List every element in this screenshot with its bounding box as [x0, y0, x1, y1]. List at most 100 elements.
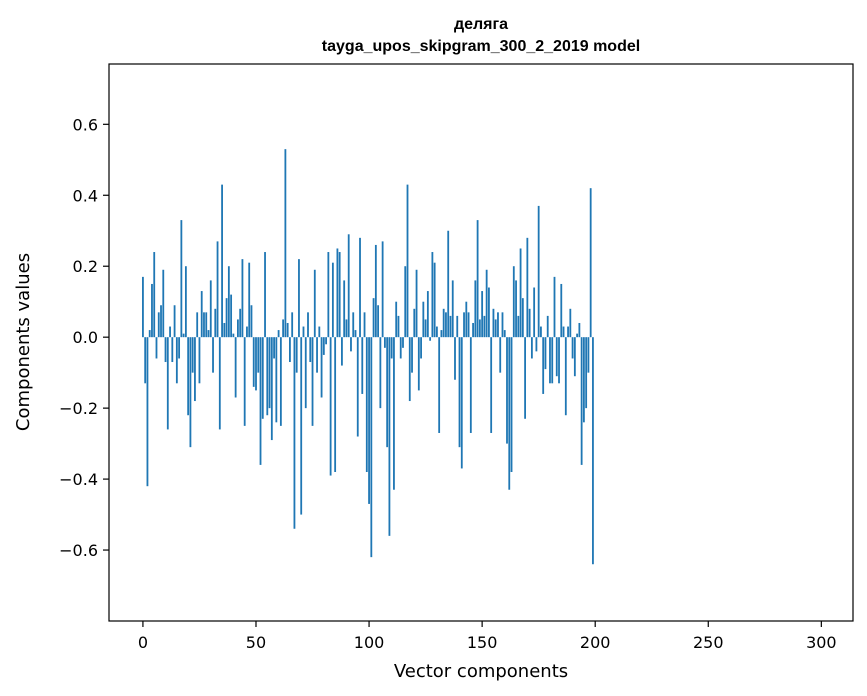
bar: [325, 337, 327, 345]
bar: [266, 337, 269, 416]
bar: [261, 337, 264, 419]
bar: [533, 287, 536, 338]
bar: [275, 337, 278, 423]
bar: [433, 262, 436, 338]
bar: [388, 337, 391, 536]
bar: [510, 337, 513, 472]
bar: [298, 259, 300, 338]
bar: [589, 188, 592, 338]
bar: [268, 337, 271, 409]
bar: [546, 315, 549, 338]
bar: [336, 248, 339, 338]
bar: [585, 337, 588, 409]
bar: [476, 220, 479, 338]
y-tick-label: −0.2: [59, 399, 98, 418]
bar: [571, 337, 574, 359]
chart-subtitle: tayga_upos_skipgram_300_2_2019 model: [322, 38, 640, 55]
bar: [304, 337, 307, 409]
bar: [481, 291, 484, 338]
bar: [313, 269, 316, 338]
bar: [327, 252, 330, 338]
bar: [390, 337, 393, 359]
bar: [404, 266, 407, 338]
bar: [279, 337, 282, 426]
y-tick-label: −0.4: [59, 470, 98, 489]
bar: [440, 330, 443, 338]
bar: [341, 337, 343, 366]
bar: [142, 276, 144, 338]
bar: [223, 322, 226, 338]
x-tick-label: 100: [354, 633, 385, 652]
bar: [284, 149, 287, 338]
bar: [467, 312, 470, 338]
bar: [537, 205, 540, 338]
bar: [329, 337, 332, 476]
bar: [243, 337, 246, 426]
bar: [451, 280, 454, 338]
bar: [257, 337, 260, 373]
bar: [178, 337, 181, 359]
bar: [535, 337, 538, 352]
bar: [350, 337, 352, 352]
bar: [587, 337, 590, 373]
bar: [555, 337, 558, 377]
bar: [302, 326, 305, 338]
bar: [331, 262, 334, 338]
bar: [447, 230, 450, 338]
bar: [460, 337, 463, 469]
bar: [148, 330, 151, 338]
bar: [187, 337, 190, 416]
bar: [356, 337, 359, 437]
y-tick-label: 0.0: [73, 328, 98, 347]
bar: [526, 237, 529, 338]
bar: [291, 312, 294, 338]
bar: [320, 337, 323, 398]
bar: [237, 319, 239, 338]
bar: [501, 312, 504, 338]
bar: [239, 308, 242, 338]
bar: [524, 337, 526, 419]
bar: [582, 337, 585, 423]
bar: [515, 280, 517, 338]
bar: [553, 276, 556, 338]
bar: [406, 184, 409, 338]
x-tick-label: 250: [693, 633, 724, 652]
bar: [560, 283, 563, 338]
bar: [162, 269, 165, 338]
bar: [449, 315, 452, 338]
bar: [424, 319, 427, 338]
bar: [180, 220, 183, 338]
bar: [250, 305, 253, 338]
bar: [198, 337, 201, 384]
bar: [465, 301, 468, 338]
bar: [381, 241, 384, 338]
bar: [338, 252, 341, 338]
y-tick-label: 0.6: [73, 115, 98, 134]
x-tick-label: 150: [467, 633, 498, 652]
y-tick-label: −0.6: [59, 541, 98, 560]
bar: [347, 234, 350, 338]
x-axis-ticks: 0 50 100 150 200 250 300: [138, 621, 837, 652]
bar: [234, 337, 237, 398]
plot-frame: [108, 63, 854, 622]
bar: [540, 326, 542, 338]
y-tick-label: 0.4: [73, 186, 98, 205]
bar: [456, 315, 459, 338]
bar: [318, 326, 321, 338]
bar: [368, 337, 370, 504]
bar: [227, 266, 230, 338]
bar: [463, 312, 465, 338]
bar: [383, 337, 386, 348]
bar: [307, 312, 309, 338]
bar: [146, 337, 149, 487]
bar: [230, 294, 233, 338]
bar: [212, 337, 214, 373]
bar: [286, 322, 289, 338]
bar: [431, 252, 434, 338]
bar: [322, 337, 325, 355]
bar: [569, 308, 572, 338]
bar: [549, 337, 551, 384]
bar: [295, 337, 298, 373]
bar: [182, 333, 185, 338]
bar: [436, 326, 438, 338]
